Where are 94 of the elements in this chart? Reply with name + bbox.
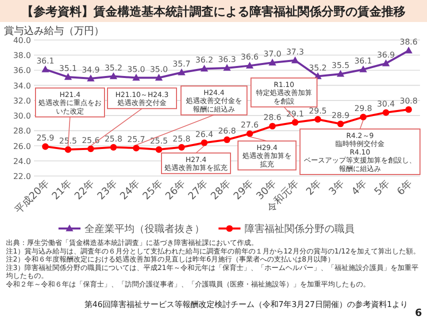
data-label: 37.3 — [286, 47, 304, 56]
data-label: 25.8 — [172, 134, 190, 144]
data-label: 37.0 — [264, 50, 282, 59]
point — [87, 146, 94, 152]
text: 第46回障害福祉サービス等報酬改定検討チーム（令和7年3月27日開催）の参考資料1より — [84, 300, 408, 309]
x-tick-label: 3年 — [326, 178, 347, 198]
point — [223, 64, 231, 71]
data-label: 29.5 — [308, 106, 327, 116]
point — [178, 68, 186, 76]
point — [64, 146, 72, 153]
y-tick-label: 30.0 — [13, 112, 31, 121]
x-tick-label: 23年 — [95, 178, 120, 202]
point — [337, 120, 344, 128]
data-label: 29.8 — [354, 104, 372, 114]
point — [382, 59, 390, 66]
y-tick-label: 32.0 — [13, 96, 31, 106]
y-tick-label: 36.0 — [13, 66, 31, 76]
text: 6 — [415, 308, 422, 319]
point — [42, 143, 49, 150]
legend-label: 全産業平均（役職者抜き） — [84, 223, 204, 235]
y-tick-label: 26.0 — [13, 142, 31, 151]
data-label: 35.1 — [59, 64, 77, 74]
data-label: 30.8 — [400, 96, 418, 106]
point — [314, 116, 322, 123]
point — [224, 136, 230, 144]
data-label: 26.8 — [218, 126, 236, 136]
point — [156, 146, 162, 153]
x-tick-label: 26年 — [163, 178, 188, 202]
point — [110, 144, 117, 151]
data-label: 30.4 — [377, 100, 395, 109]
point — [110, 72, 118, 80]
data-label: 35.2 — [308, 63, 327, 72]
point — [246, 130, 254, 137]
y-tick-label: 38.0 — [13, 51, 31, 60]
point — [359, 65, 368, 72]
x-tick-label: 2年 — [304, 178, 324, 198]
x-tick-label: 25年 — [140, 178, 166, 202]
data-label: 35.0 — [127, 64, 146, 74]
point — [64, 73, 72, 80]
point — [382, 109, 390, 116]
point — [200, 64, 208, 72]
x-tick-label: 24年 — [118, 178, 142, 202]
x-tick-label: 5年 — [372, 178, 392, 198]
x-tick-label: 4年 — [349, 178, 370, 198]
point — [246, 62, 254, 68]
data-label: 25.6 — [82, 136, 100, 145]
data-label: 36.2 — [195, 56, 214, 65]
point — [155, 74, 163, 81]
chart-title: 【参考資料】賃金構造基本統計調査による障害福祉関係分野の賃金推移 — [22, 4, 406, 18]
point — [404, 46, 412, 54]
data-label: 25.9 — [36, 134, 54, 143]
data-label: 35.0 — [150, 64, 168, 74]
point — [178, 144, 185, 151]
data-label: 25.8 — [104, 134, 122, 144]
data-label: 25.7 — [127, 135, 146, 144]
x-tick-label: 29年 — [231, 178, 256, 202]
data-label: 35.5 — [332, 61, 350, 70]
x-tick-label: 27年 — [186, 178, 210, 202]
x-tick-label: 22年 — [72, 178, 97, 202]
y-tick-label: 24.0 — [13, 156, 31, 166]
point — [336, 70, 344, 77]
point — [42, 65, 50, 72]
data-label: 36.6 — [240, 52, 259, 62]
x-tick-label: 28年 — [208, 178, 234, 202]
x-tick-label: 6年 — [394, 178, 415, 198]
point — [268, 58, 276, 66]
point — [292, 119, 298, 126]
data-label: 35.7 — [172, 59, 190, 68]
legend-label: 障害福祉関係分野の職員 — [244, 223, 354, 235]
data-label: 36.1 — [354, 56, 372, 66]
y-axis-title: 賞与込み給与（万円） — [4, 25, 104, 37]
point — [200, 139, 208, 146]
y-tick-label: 40.0 — [13, 36, 31, 45]
point — [86, 74, 95, 82]
point — [405, 106, 412, 113]
data-label: 38.6 — [400, 38, 418, 47]
data-label: 26.4 — [195, 130, 214, 139]
point — [360, 114, 367, 120]
point — [132, 144, 140, 152]
point — [269, 122, 276, 130]
data-label: 25.5 — [150, 136, 168, 146]
data-label: 36.1 — [36, 56, 54, 66]
data-label: 28.9 — [332, 110, 350, 120]
x-tick-label: 21年 — [50, 178, 74, 202]
data-label: 36.9 — [377, 50, 395, 60]
data-label: 35.2 — [104, 63, 122, 72]
y-tick-label: 34.0 — [13, 81, 31, 90]
y-tick-label: 28.0 — [13, 126, 31, 136]
data-label: 28.6 — [264, 113, 282, 122]
data-label: 36.3 — [218, 54, 236, 64]
point — [132, 74, 140, 81]
point — [291, 56, 299, 64]
data-label: 34.9 — [82, 66, 100, 75]
data-label: 27.6 — [240, 120, 259, 130]
